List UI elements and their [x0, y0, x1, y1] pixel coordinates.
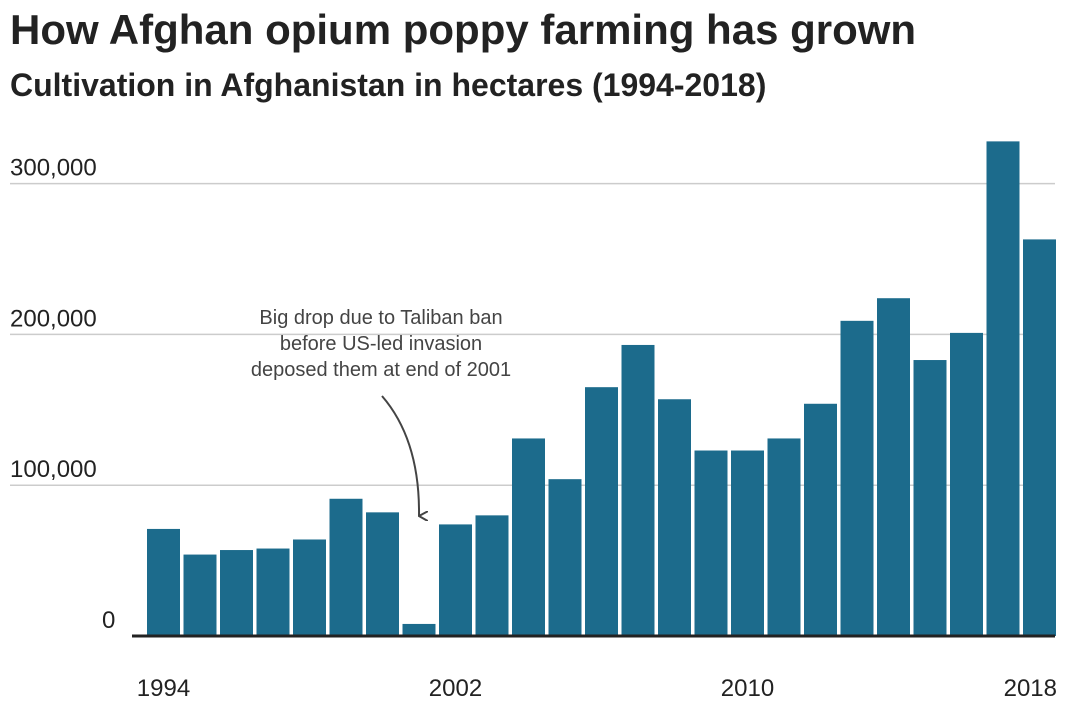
bar-2009 [694, 450, 728, 636]
bar-1996 [220, 550, 253, 636]
annotation-text-line: deposed them at end of 2001 [251, 359, 511, 381]
axes: 0 100,000 200,000 300,000 1994 2002 2010 2018 [10, 155, 1057, 702]
bar-2001 [402, 623, 436, 636]
bar-2008 [658, 399, 691, 636]
bar-1998 [293, 539, 326, 636]
bar-2002 [439, 524, 472, 636]
annotation: Big drop due to Taliban ban before US-led… [251, 307, 511, 516]
bar-2016 [950, 332, 983, 636]
bar-2010 [731, 450, 764, 636]
bar-2018 [1023, 239, 1056, 636]
bar-1994 [147, 528, 180, 636]
bars [147, 141, 1056, 636]
bar-2005 [548, 479, 582, 636]
chart-title: How Afghan opium poppy farming has grown [10, 6, 917, 53]
chart-subtitle: Cultivation in Afghanistan in hectares (… [10, 67, 767, 103]
x-tick-label: 1994 [137, 675, 190, 702]
y-tick-label: 0 [102, 607, 115, 634]
bar-2012 [804, 403, 837, 636]
bar-1999 [329, 498, 363, 636]
bar-1997 [256, 548, 290, 636]
bar-2000 [366, 512, 399, 636]
x-tick-label: 2018 [1004, 675, 1057, 702]
bar-2004 [512, 438, 545, 636]
y-tick-label: 300,000 [10, 155, 97, 182]
bar-2003 [475, 515, 509, 636]
x-tick-label: 2002 [429, 675, 482, 702]
bar-2015 [913, 360, 947, 636]
bar-2007 [621, 344, 655, 636]
bar-1995 [183, 554, 217, 636]
annotation-text-line: Big drop due to Taliban ban [259, 307, 502, 329]
annotation-text-line: before US-led invasion [280, 333, 482, 355]
bar-2013 [840, 320, 874, 636]
bar-2014 [877, 298, 910, 636]
annotation-arrow [381, 395, 419, 516]
y-tick-label: 200,000 [10, 305, 97, 332]
bar-2011 [767, 438, 801, 636]
x-tick-label: 2010 [721, 675, 774, 702]
y-tick-label: 100,000 [10, 456, 97, 483]
bar-2017 [986, 141, 1020, 636]
bar-2006 [585, 387, 618, 636]
